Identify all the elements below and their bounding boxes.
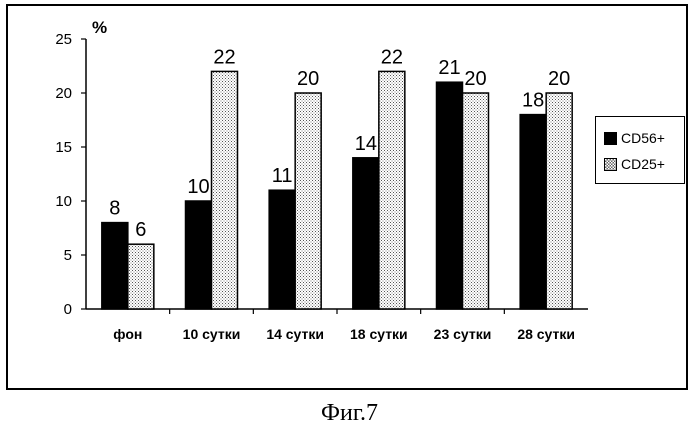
bar-cd56: [437, 82, 463, 309]
legend-swatch-cd56: [604, 132, 617, 145]
bar-cd25: [379, 71, 405, 309]
chart-bars: [102, 71, 572, 309]
bar-cd56: [269, 190, 295, 309]
y-tick-label: 25: [55, 31, 72, 48]
bar-cd25: [212, 71, 238, 309]
bar-cd25: [546, 93, 572, 309]
data-label: 20: [548, 68, 570, 90]
legend-item-cd56: CD56+: [604, 129, 665, 147]
data-label: 6: [135, 219, 146, 241]
bar-cd56: [186, 201, 212, 309]
data-label: 21: [438, 57, 460, 79]
data-label: 8: [109, 198, 120, 220]
x-tick-label: 28 сутки: [517, 326, 575, 342]
data-label: 18: [522, 90, 544, 112]
data-label: 10: [187, 176, 209, 198]
figure-caption: Фиг.7: [0, 400, 699, 427]
legend-swatch-cd25: [604, 158, 617, 171]
bar-cd25: [295, 93, 321, 309]
bar-cd56: [353, 158, 379, 309]
y-tick-label: 0: [64, 301, 72, 318]
data-label: 22: [213, 46, 235, 68]
legend-item-cd25: CD25+: [604, 155, 665, 173]
bar-cd56: [520, 115, 546, 309]
chart-labels: фон 86 10 сутки 10 22 14 сутки 11 20 18 сутки 14 2…: [109, 46, 575, 342]
x-tick-label: 10 сутки: [183, 326, 241, 342]
bar-cd25: [128, 244, 154, 309]
legend-label-cd25: CD25+: [621, 156, 665, 172]
data-label: 22: [381, 46, 403, 68]
data-label: 20: [464, 68, 486, 90]
y-tick-label: 10: [55, 193, 72, 210]
y-tick-label: 20: [55, 85, 72, 102]
y-tick-label: 15: [55, 139, 72, 156]
y-tick-label: 5: [64, 247, 72, 264]
x-tick-label: 18 сутки: [350, 326, 408, 342]
x-tick-label: фон: [113, 326, 142, 342]
bar-cd25: [463, 93, 489, 309]
legend: CD56+ CD25+: [595, 116, 685, 184]
x-tick-label: 14 сутки: [266, 326, 324, 342]
data-label: 11: [272, 165, 293, 187]
bar-cd56: [102, 223, 128, 309]
y-axis-label: %: [92, 18, 107, 37]
legend-label-cd56: CD56+: [621, 130, 665, 146]
data-label: 20: [297, 68, 319, 90]
x-tick-label: 23 сутки: [434, 326, 492, 342]
data-label: 14: [355, 133, 377, 155]
